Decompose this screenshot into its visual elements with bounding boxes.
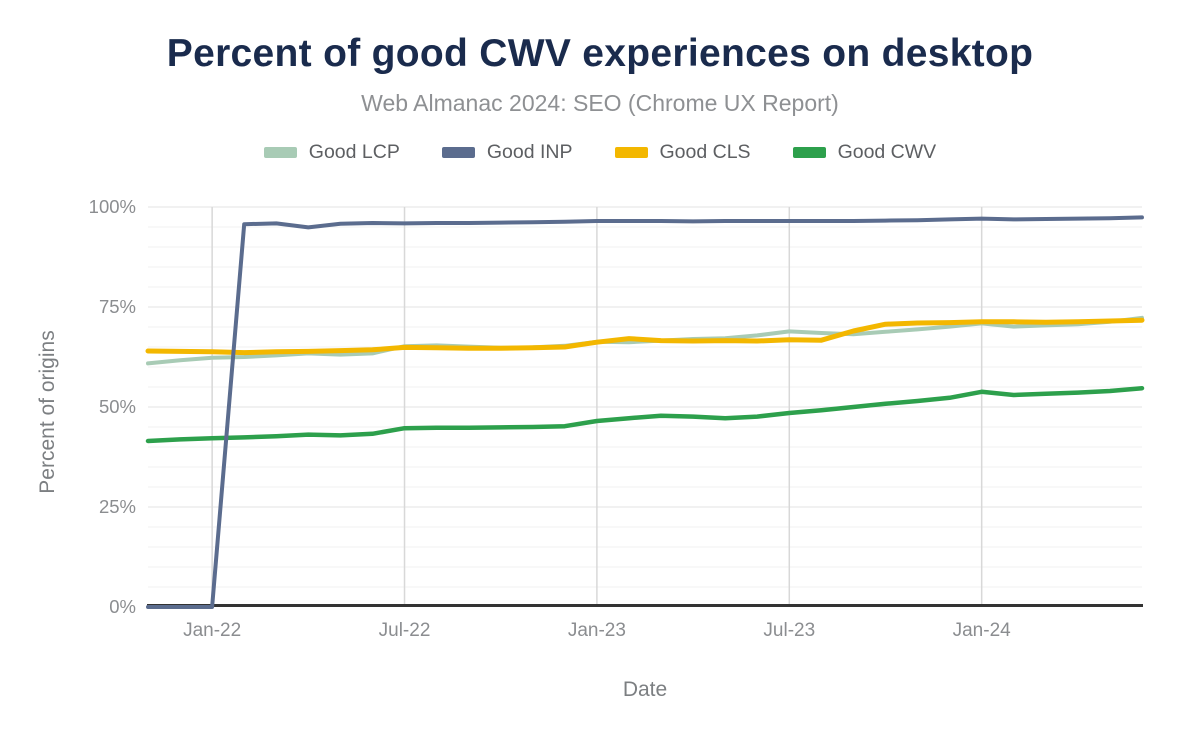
legend-item-good-cwv[interactable]: Good CWV (792, 141, 937, 164)
x-tick-label: Jan-23 (567, 620, 626, 641)
y-tick-label: 75% (98, 296, 136, 317)
x-tick-label: Jul-23 (763, 620, 816, 641)
y-tick-label: 50% (98, 396, 136, 417)
y-tick-label: 0% (109, 596, 136, 617)
x-axis-title: Date (622, 678, 668, 701)
legend-item-good-inp[interactable]: Good INP (441, 141, 573, 164)
series-line-good-cwv (145, 385, 1145, 444)
series-line-good-cls (145, 317, 1145, 356)
legend-swatch-good-lcp (263, 147, 297, 158)
x-tick-label: Jul-22 (378, 620, 431, 641)
legend-item-good-cls[interactable]: Good CLS (614, 141, 751, 164)
legend-label: Good INP (486, 141, 573, 163)
chart-title: Percent of good CWV experiences on deskt… (166, 32, 1034, 75)
x-tick-label: Jan-22 (183, 620, 242, 641)
legend-label: Good CWV (837, 141, 937, 163)
y-tick-label: 25% (98, 496, 136, 517)
plot-svg (145, 206, 1145, 609)
legend: Good LCP Good INP Good CLS Good CWV (0, 141, 1200, 164)
legend-item-good-lcp[interactable]: Good LCP (263, 141, 400, 164)
legend-swatch-good-cwv (792, 147, 826, 158)
chart-subtitle: Web Almanac 2024: SEO (Chrome UX Report) (361, 90, 839, 116)
legend-swatch-good-inp (441, 147, 475, 158)
series-line-good-inp (146, 215, 1144, 609)
legend-label: Good LCP (308, 141, 400, 163)
y-tick-label: 100% (88, 196, 136, 217)
legend-swatch-good-cls (614, 147, 648, 158)
x-tick-label: Jan-24 (952, 620, 1011, 641)
legend-label: Good CLS (659, 141, 751, 163)
